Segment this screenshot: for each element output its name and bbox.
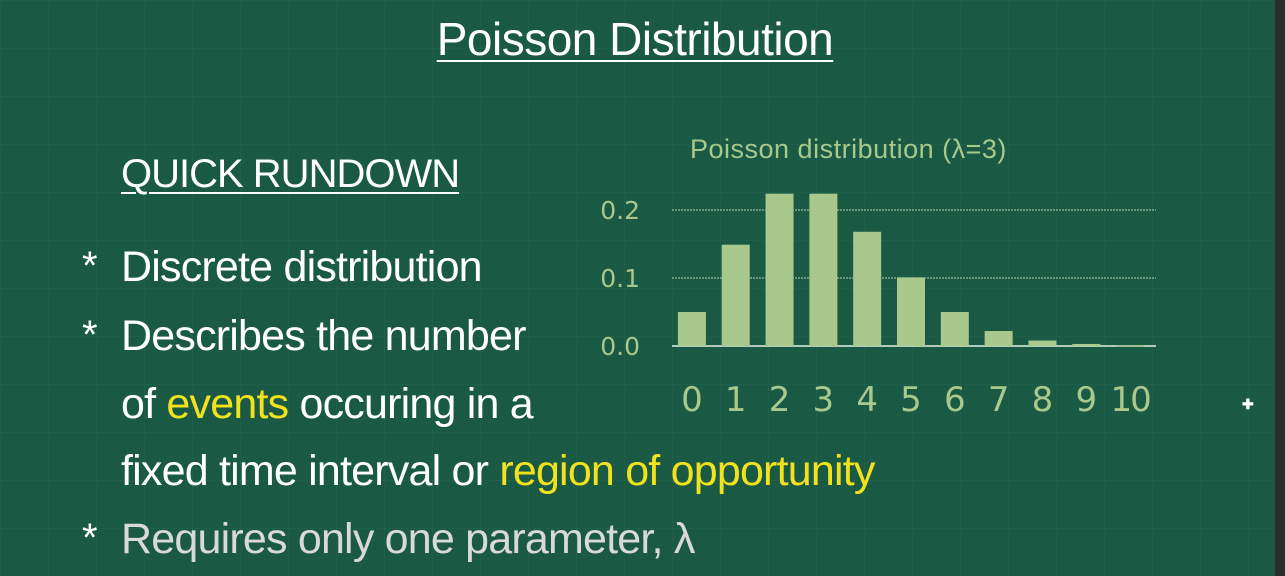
x-tick-labels: 0 1 2 3 4 5 6 7 8 9 10 (681, 380, 1152, 420)
bar-1 (721, 244, 750, 346)
x-tick-label: 7 (988, 380, 1010, 420)
highlight-events: events (166, 380, 289, 428)
x-tick-label: 1 (725, 380, 747, 420)
bar-7 (984, 331, 1013, 346)
x-tick-label: 3 (813, 380, 835, 420)
bar-0 (677, 312, 706, 346)
chart-bars (677, 193, 1145, 347)
y-tick-label: 0.2 (600, 196, 640, 225)
bar-5 (897, 277, 925, 346)
bar-9 (1072, 343, 1101, 346)
bullet-2-line-1: Describes the number (121, 312, 526, 360)
text-of: of (121, 380, 167, 428)
bullet-marker: * (82, 244, 98, 288)
window-edge (1275, 0, 1285, 576)
bar-3 (809, 193, 838, 346)
bullet-marker: * (82, 516, 98, 560)
bar-4 (853, 231, 882, 346)
bar-8 (1028, 340, 1057, 346)
section-heading: QUICK RUNDOWN (121, 152, 460, 196)
x-tick-label: 2 (769, 380, 791, 420)
bullet-marker: * (82, 313, 98, 357)
y-tick-label: 0.1 (600, 264, 640, 293)
slide-title: Poisson Distribution (436, 13, 834, 65)
text-fixed-interval: fixed time interval or (121, 447, 500, 495)
x-tick-label: 4 (856, 380, 878, 420)
y-tick-labels: 0.0 0.1 0.2 (600, 196, 640, 361)
bar-6 (940, 312, 969, 346)
poisson-bar-chart: 0.0 0.1 0.2 0 1 2 3 4 5 6 7 8 9 10 (600, 193, 1156, 420)
bar-2 (765, 193, 794, 346)
bullet-2-line-3: fixed time interval or region of opportu… (121, 447, 875, 496)
x-tick-label: 0 (681, 380, 703, 420)
bullet-3-text: Requires only one parameter, λ (121, 515, 695, 563)
crosshair-cursor-icon: ✚ (1242, 396, 1254, 412)
highlight-region: region of opportunity (499, 447, 875, 495)
x-tick-label: 8 (1032, 380, 1054, 420)
chart-title: Poisson distribution (λ=3) (690, 134, 1007, 164)
bar-10 (1116, 345, 1145, 347)
text-occuring: occuring in a (288, 380, 533, 428)
x-tick-label: 10 (1110, 380, 1150, 420)
x-tick-label: 9 (1075, 380, 1097, 420)
bullet-1-text: Discrete distribution (121, 243, 483, 291)
x-tick-label: 6 (944, 380, 966, 420)
bullet-2-line-2: of events occuring in a (121, 380, 534, 429)
x-tick-label: 5 (900, 380, 922, 420)
y-tick-label: 0.0 (600, 332, 640, 361)
